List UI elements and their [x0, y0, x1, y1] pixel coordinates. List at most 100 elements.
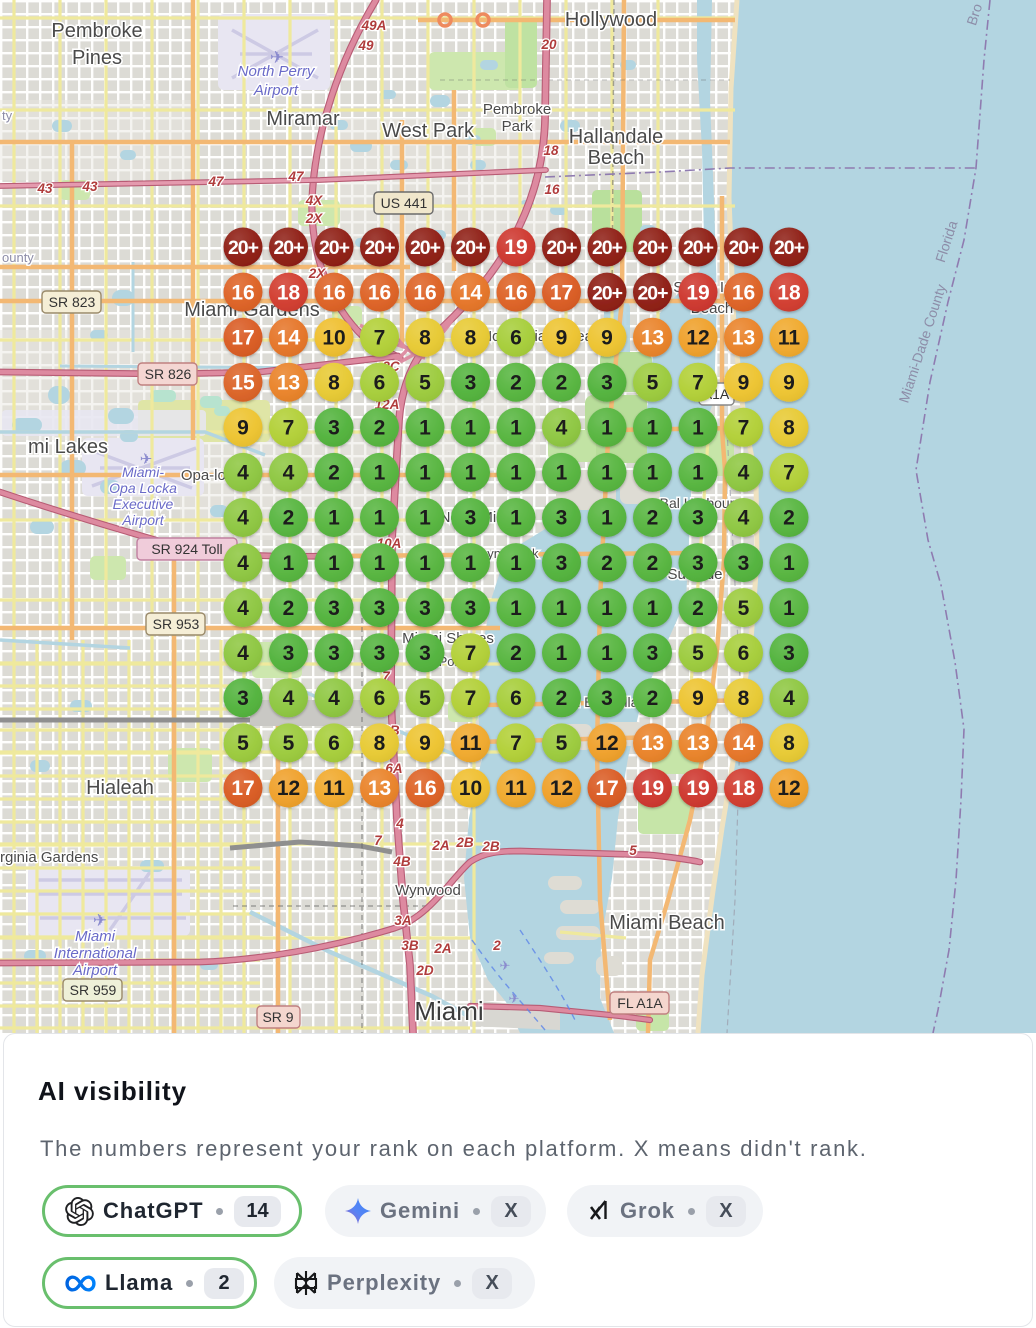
svg-text:12: 12: [277, 777, 300, 800]
svg-text:8: 8: [374, 732, 386, 755]
svg-text:ty: ty: [2, 108, 13, 123]
svg-text:20+: 20+: [455, 237, 486, 259]
svg-text:FL A1A: FL A1A: [617, 995, 663, 1011]
svg-text:49A: 49A: [361, 18, 387, 33]
svg-text:6: 6: [510, 687, 522, 710]
svg-text:18: 18: [732, 777, 756, 800]
svg-text:North Perry: North Perry: [238, 63, 316, 80]
svg-text:Airport: Airport: [72, 962, 118, 979]
svg-text:8: 8: [783, 732, 795, 755]
svg-text:SR 959: SR 959: [70, 982, 117, 998]
svg-text:Pembroke: Pembroke: [483, 101, 551, 118]
svg-text:1: 1: [556, 642, 568, 665]
svg-text:Pines: Pines: [72, 47, 122, 69]
svg-text:1: 1: [328, 507, 340, 530]
svg-text:12: 12: [777, 777, 800, 800]
svg-text:2: 2: [647, 552, 659, 575]
svg-text:17: 17: [595, 777, 618, 800]
svg-text:10: 10: [322, 326, 345, 349]
svg-text:2: 2: [328, 462, 340, 485]
svg-text:4: 4: [783, 687, 795, 710]
svg-text:1: 1: [283, 552, 295, 575]
svg-text:8: 8: [783, 417, 795, 440]
svg-text:mi Lakes: mi Lakes: [28, 436, 108, 458]
svg-text:4B: 4B: [392, 854, 411, 869]
svg-text:20+: 20+: [728, 237, 759, 259]
svg-text:15: 15: [231, 371, 255, 394]
svg-text:2: 2: [556, 371, 568, 394]
svg-text:3: 3: [738, 552, 750, 575]
svg-text:7: 7: [374, 833, 383, 848]
svg-text:2: 2: [647, 687, 659, 710]
svg-text:4: 4: [395, 816, 404, 831]
svg-text:✈: ✈: [509, 991, 520, 1006]
svg-text:20+: 20+: [637, 237, 668, 259]
svg-text:3A: 3A: [394, 913, 411, 928]
svg-text:9: 9: [783, 371, 795, 394]
svg-text:9: 9: [419, 732, 431, 755]
svg-text:20+: 20+: [637, 282, 668, 304]
svg-text:9: 9: [738, 371, 750, 394]
svg-text:20+: 20+: [774, 237, 805, 259]
svg-text:18: 18: [277, 281, 301, 304]
svg-text:Miami-: Miami-: [122, 464, 164, 480]
svg-text:2: 2: [283, 597, 295, 620]
svg-text:3: 3: [419, 597, 431, 620]
svg-text:17: 17: [231, 326, 254, 349]
svg-text:1: 1: [465, 417, 477, 440]
svg-text:SR 953: SR 953: [153, 616, 200, 632]
svg-text:Pembroke: Pembroke: [51, 20, 142, 42]
svg-text:16: 16: [413, 281, 436, 304]
svg-text:9: 9: [237, 417, 249, 440]
svg-text:20+: 20+: [364, 237, 395, 259]
svg-text:3B: 3B: [401, 938, 419, 953]
svg-text:16: 16: [368, 281, 391, 304]
svg-text:1: 1: [510, 462, 522, 485]
svg-text:3: 3: [419, 642, 431, 665]
svg-text:SR 823: SR 823: [49, 294, 96, 310]
svg-text:1: 1: [419, 417, 431, 440]
svg-text:3: 3: [328, 597, 340, 620]
svg-text:2: 2: [601, 552, 613, 575]
svg-text:6: 6: [374, 371, 386, 394]
svg-text:20+: 20+: [319, 237, 350, 259]
svg-text:2: 2: [492, 938, 501, 953]
svg-text:5: 5: [692, 642, 704, 665]
svg-text:7: 7: [465, 687, 477, 710]
svg-text:Park: Park: [502, 118, 533, 135]
svg-text:5: 5: [237, 732, 249, 755]
svg-text:1: 1: [556, 597, 568, 620]
svg-text:1: 1: [465, 552, 477, 575]
svg-text:19: 19: [641, 777, 664, 800]
svg-text:9: 9: [601, 326, 613, 349]
svg-text:17: 17: [231, 777, 254, 800]
svg-text:1: 1: [328, 552, 340, 575]
svg-text:7: 7: [510, 732, 522, 755]
svg-text:9: 9: [556, 326, 568, 349]
svg-text:2: 2: [783, 507, 795, 530]
svg-text:2B: 2B: [455, 835, 474, 850]
svg-text:2: 2: [283, 507, 295, 530]
svg-text:14: 14: [277, 326, 301, 349]
svg-text:2: 2: [510, 371, 522, 394]
svg-text:1: 1: [510, 552, 522, 575]
svg-text:3: 3: [374, 597, 386, 620]
svg-text:5: 5: [419, 687, 431, 710]
svg-text:Opa Locka: Opa Locka: [109, 480, 177, 496]
svg-text:3: 3: [601, 687, 613, 710]
svg-text:9: 9: [692, 687, 704, 710]
svg-text:3: 3: [328, 642, 340, 665]
svg-text:12: 12: [686, 326, 709, 349]
svg-text:SR 924 Toll: SR 924 Toll: [151, 541, 222, 557]
svg-text:4X: 4X: [305, 193, 324, 208]
svg-text:20+: 20+: [273, 237, 304, 259]
svg-text:16: 16: [504, 281, 527, 304]
svg-text:12: 12: [550, 777, 573, 800]
svg-text:3: 3: [328, 417, 340, 440]
svg-text:20+: 20+: [410, 237, 441, 259]
svg-text:Hallandale: Hallandale: [569, 126, 664, 148]
svg-text:49: 49: [357, 38, 374, 53]
svg-text:13: 13: [368, 777, 391, 800]
svg-text:8: 8: [419, 326, 431, 349]
svg-text:✈: ✈: [93, 911, 107, 930]
